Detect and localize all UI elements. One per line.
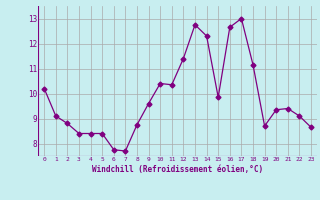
X-axis label: Windchill (Refroidissement éolien,°C): Windchill (Refroidissement éolien,°C) [92,165,263,174]
